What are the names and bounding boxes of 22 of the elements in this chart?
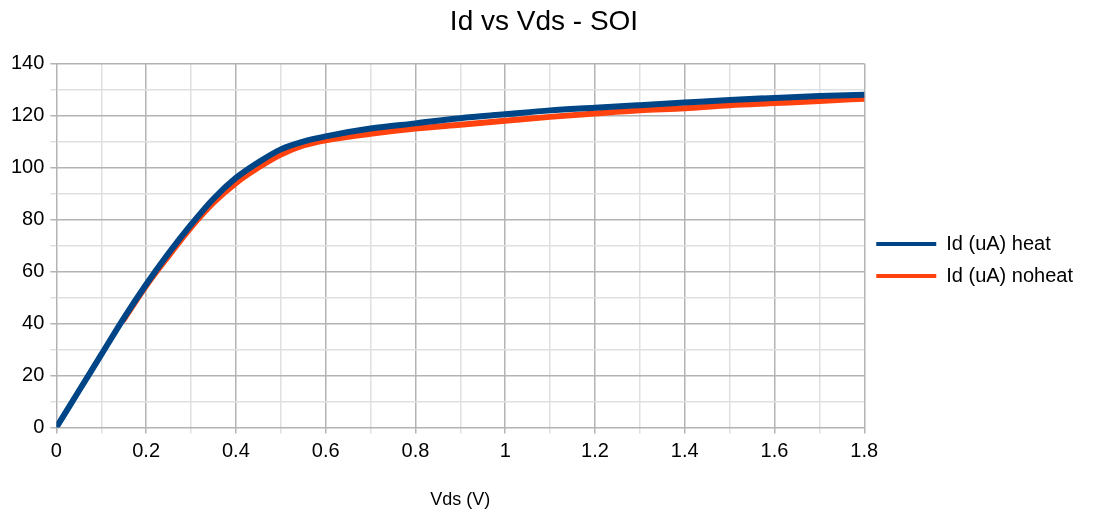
x-tick-label: 0.2 xyxy=(132,438,161,461)
x-axis-title: Vds (V) xyxy=(430,489,491,510)
x-tick-label: 0 xyxy=(50,438,62,461)
y-tick-label: 100 xyxy=(10,155,45,178)
x-tick-label: 1.6 xyxy=(760,438,789,461)
legend-label: Id (uA) heat xyxy=(946,231,1052,254)
chart-title: Id vs Vds - SOI xyxy=(449,4,639,36)
y-tick-label: 80 xyxy=(22,207,45,230)
x-tick-label: 0.4 xyxy=(221,438,250,461)
x-tick-label: 0.8 xyxy=(401,438,430,461)
y-tick-label: 0 xyxy=(33,414,45,437)
y-tick-label: 140 xyxy=(10,51,45,74)
x-tick-label: 1.4 xyxy=(670,438,699,461)
y-tick-label: 120 xyxy=(10,103,45,126)
x-tick-label: 0.6 xyxy=(311,438,340,461)
y-tick-label: 60 xyxy=(22,259,45,281)
legend-label: Id (uA) noheat xyxy=(946,263,1074,286)
x-tick-label: 1.8 xyxy=(850,438,879,461)
x-tick-label: 1 xyxy=(499,438,511,461)
y-tick-label: 20 xyxy=(22,362,45,385)
x-tick-label: 1.2 xyxy=(581,438,609,461)
y-tick-label: 40 xyxy=(22,310,45,333)
